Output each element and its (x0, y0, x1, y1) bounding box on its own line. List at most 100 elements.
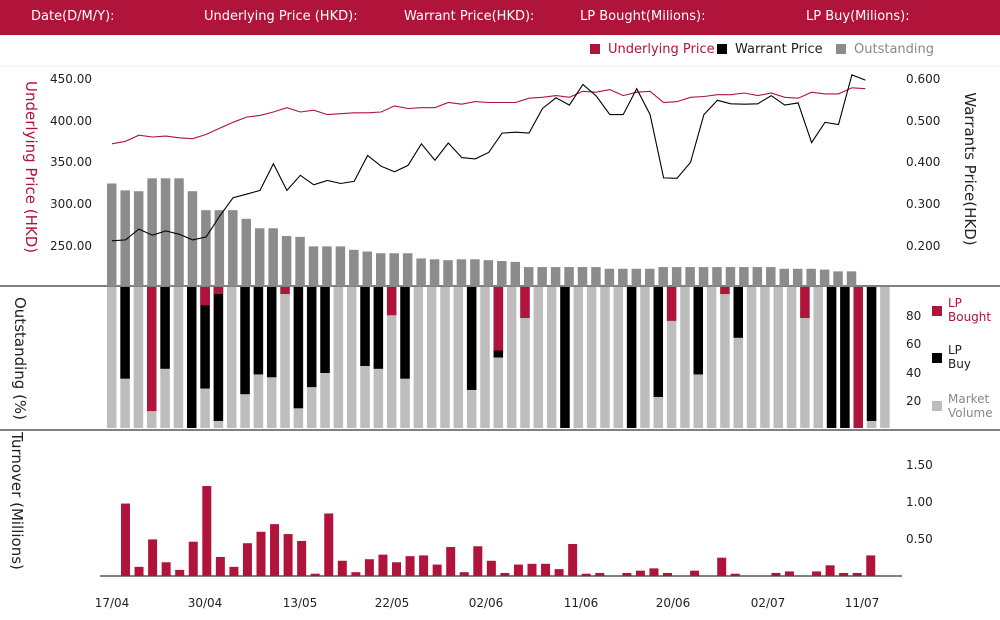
lp-buy-bar (120, 287, 130, 379)
market-volume-bar (613, 287, 624, 428)
legend-lp-buy[interactable]: LP Buy (932, 343, 998, 375)
outstanding-bar (107, 183, 117, 286)
legend-lp-bought[interactable]: LP Bought (932, 296, 998, 328)
turnover-bar (581, 573, 591, 576)
lp-bought-bar (720, 287, 730, 295)
turnover-bar (297, 540, 307, 576)
market-volume-bar (333, 287, 344, 428)
turnover-bar (392, 562, 401, 576)
market-volume-bar (133, 287, 144, 428)
turnover-bar (432, 564, 442, 576)
turnover-bar (784, 571, 794, 576)
legend-market-volume-swatch (932, 401, 942, 411)
market-volume-bar (533, 287, 544, 428)
x-tick: 17/04 (94, 596, 130, 610)
market-volume-bar (666, 287, 677, 428)
lp-bought-bar (146, 287, 157, 412)
outstanding-bar (671, 267, 682, 286)
right-tick: 0.600 (906, 72, 941, 86)
legend-outstanding-swatch (836, 44, 846, 54)
legend-warrant[interactable]: Warrant Price (717, 42, 823, 57)
turnover-bar (256, 531, 266, 576)
turnover-bar (513, 564, 523, 576)
lp-buy-bar (560, 287, 570, 428)
outstanding-bar (497, 261, 507, 286)
lp-buy-bar (213, 287, 224, 421)
outstanding-bar (187, 191, 198, 286)
market-volume-bar (413, 287, 424, 428)
outstanding-bar (766, 267, 776, 286)
market-volume-bar (640, 287, 650, 428)
header-bar: Date(D/M/Y): Underlying Price (HKD): War… (0, 0, 1000, 35)
legend-underlying[interactable]: Underlying Price (590, 42, 715, 57)
market-volume-bar (453, 287, 464, 428)
outstanding-bar (645, 268, 655, 286)
turnover-bar (215, 556, 225, 576)
market-volume-bar (546, 287, 557, 428)
mid-tick: 20 (906, 394, 922, 408)
outstanding-bar (618, 268, 628, 286)
underlying-price-line (111, 87, 866, 145)
outstanding-bar (470, 259, 480, 286)
outstanding-bar (376, 253, 386, 286)
market-volume-bar (173, 287, 184, 428)
legend-lp-bought-label: LP Bought (948, 296, 992, 324)
outstanding-bar (268, 228, 278, 286)
outstanding-bar (362, 251, 373, 286)
x-tick: 20/06 (655, 596, 691, 610)
turnover-bar (202, 486, 212, 576)
market-volume-bar (760, 287, 770, 428)
outstanding-bar (174, 178, 184, 286)
legend-outstanding[interactable]: Outstanding (836, 42, 934, 57)
lp-buy-bar (266, 287, 277, 378)
outstanding-bar (281, 236, 292, 286)
warrant-price-line (111, 74, 866, 242)
lp-buy-bar (866, 287, 877, 421)
x-tick: 22/05 (374, 596, 410, 610)
turnover-bar (364, 559, 374, 576)
left-tick: 300.00 (50, 197, 92, 211)
outstanding-bar (402, 253, 413, 286)
outstanding-bar (523, 267, 534, 286)
outstanding-bar (752, 267, 763, 286)
market-volume-bar (786, 287, 797, 428)
market-volume-bar (107, 287, 117, 428)
right-tick: 0.300 (906, 197, 941, 211)
turnover-tick: 1.50 (906, 458, 933, 472)
turnover-bar (405, 556, 415, 576)
outstanding-bar (389, 253, 399, 286)
lp-buy-bar (400, 287, 410, 379)
legend-lp-bought-swatch (932, 306, 942, 316)
right-tick: 0.200 (906, 239, 941, 253)
turnover-bar (283, 534, 293, 576)
outstanding-bar (806, 268, 816, 286)
turnover-bar (527, 563, 537, 576)
outstanding-bar (658, 267, 668, 286)
turnover-bar (337, 560, 347, 576)
lp-bought-bar (520, 287, 530, 319)
lp-buy-bar (653, 287, 664, 397)
outstanding-bar (241, 218, 251, 286)
market-volume-bar (880, 287, 890, 428)
market-volume-bar (440, 287, 450, 428)
lp-buy-bar (360, 287, 370, 366)
outstanding-bar (133, 191, 144, 286)
date-label: Date(D/M/Y): (31, 9, 115, 24)
legend-lp-buy-swatch (932, 353, 942, 363)
lp-buy-bar (693, 287, 704, 375)
outstanding-bar (456, 259, 467, 286)
right-tick: 0.500 (906, 114, 941, 128)
turnover-tick: 0.50 (906, 532, 933, 546)
outstanding-bar (335, 246, 346, 286)
outstanding-bar (483, 260, 494, 286)
lp-buy-bar (840, 287, 850, 428)
lp-buy-bar (466, 287, 477, 390)
turnover-bar (188, 541, 198, 576)
legend-market-volume[interactable]: Market Volume (932, 392, 998, 424)
outstanding-bar (819, 269, 830, 286)
market-volume-bar (280, 287, 290, 428)
turnover-bar (717, 557, 727, 576)
legend-market-volume-label: Market Volume (948, 392, 993, 420)
outstanding-bar (147, 178, 157, 286)
outstanding-bar (846, 271, 857, 286)
